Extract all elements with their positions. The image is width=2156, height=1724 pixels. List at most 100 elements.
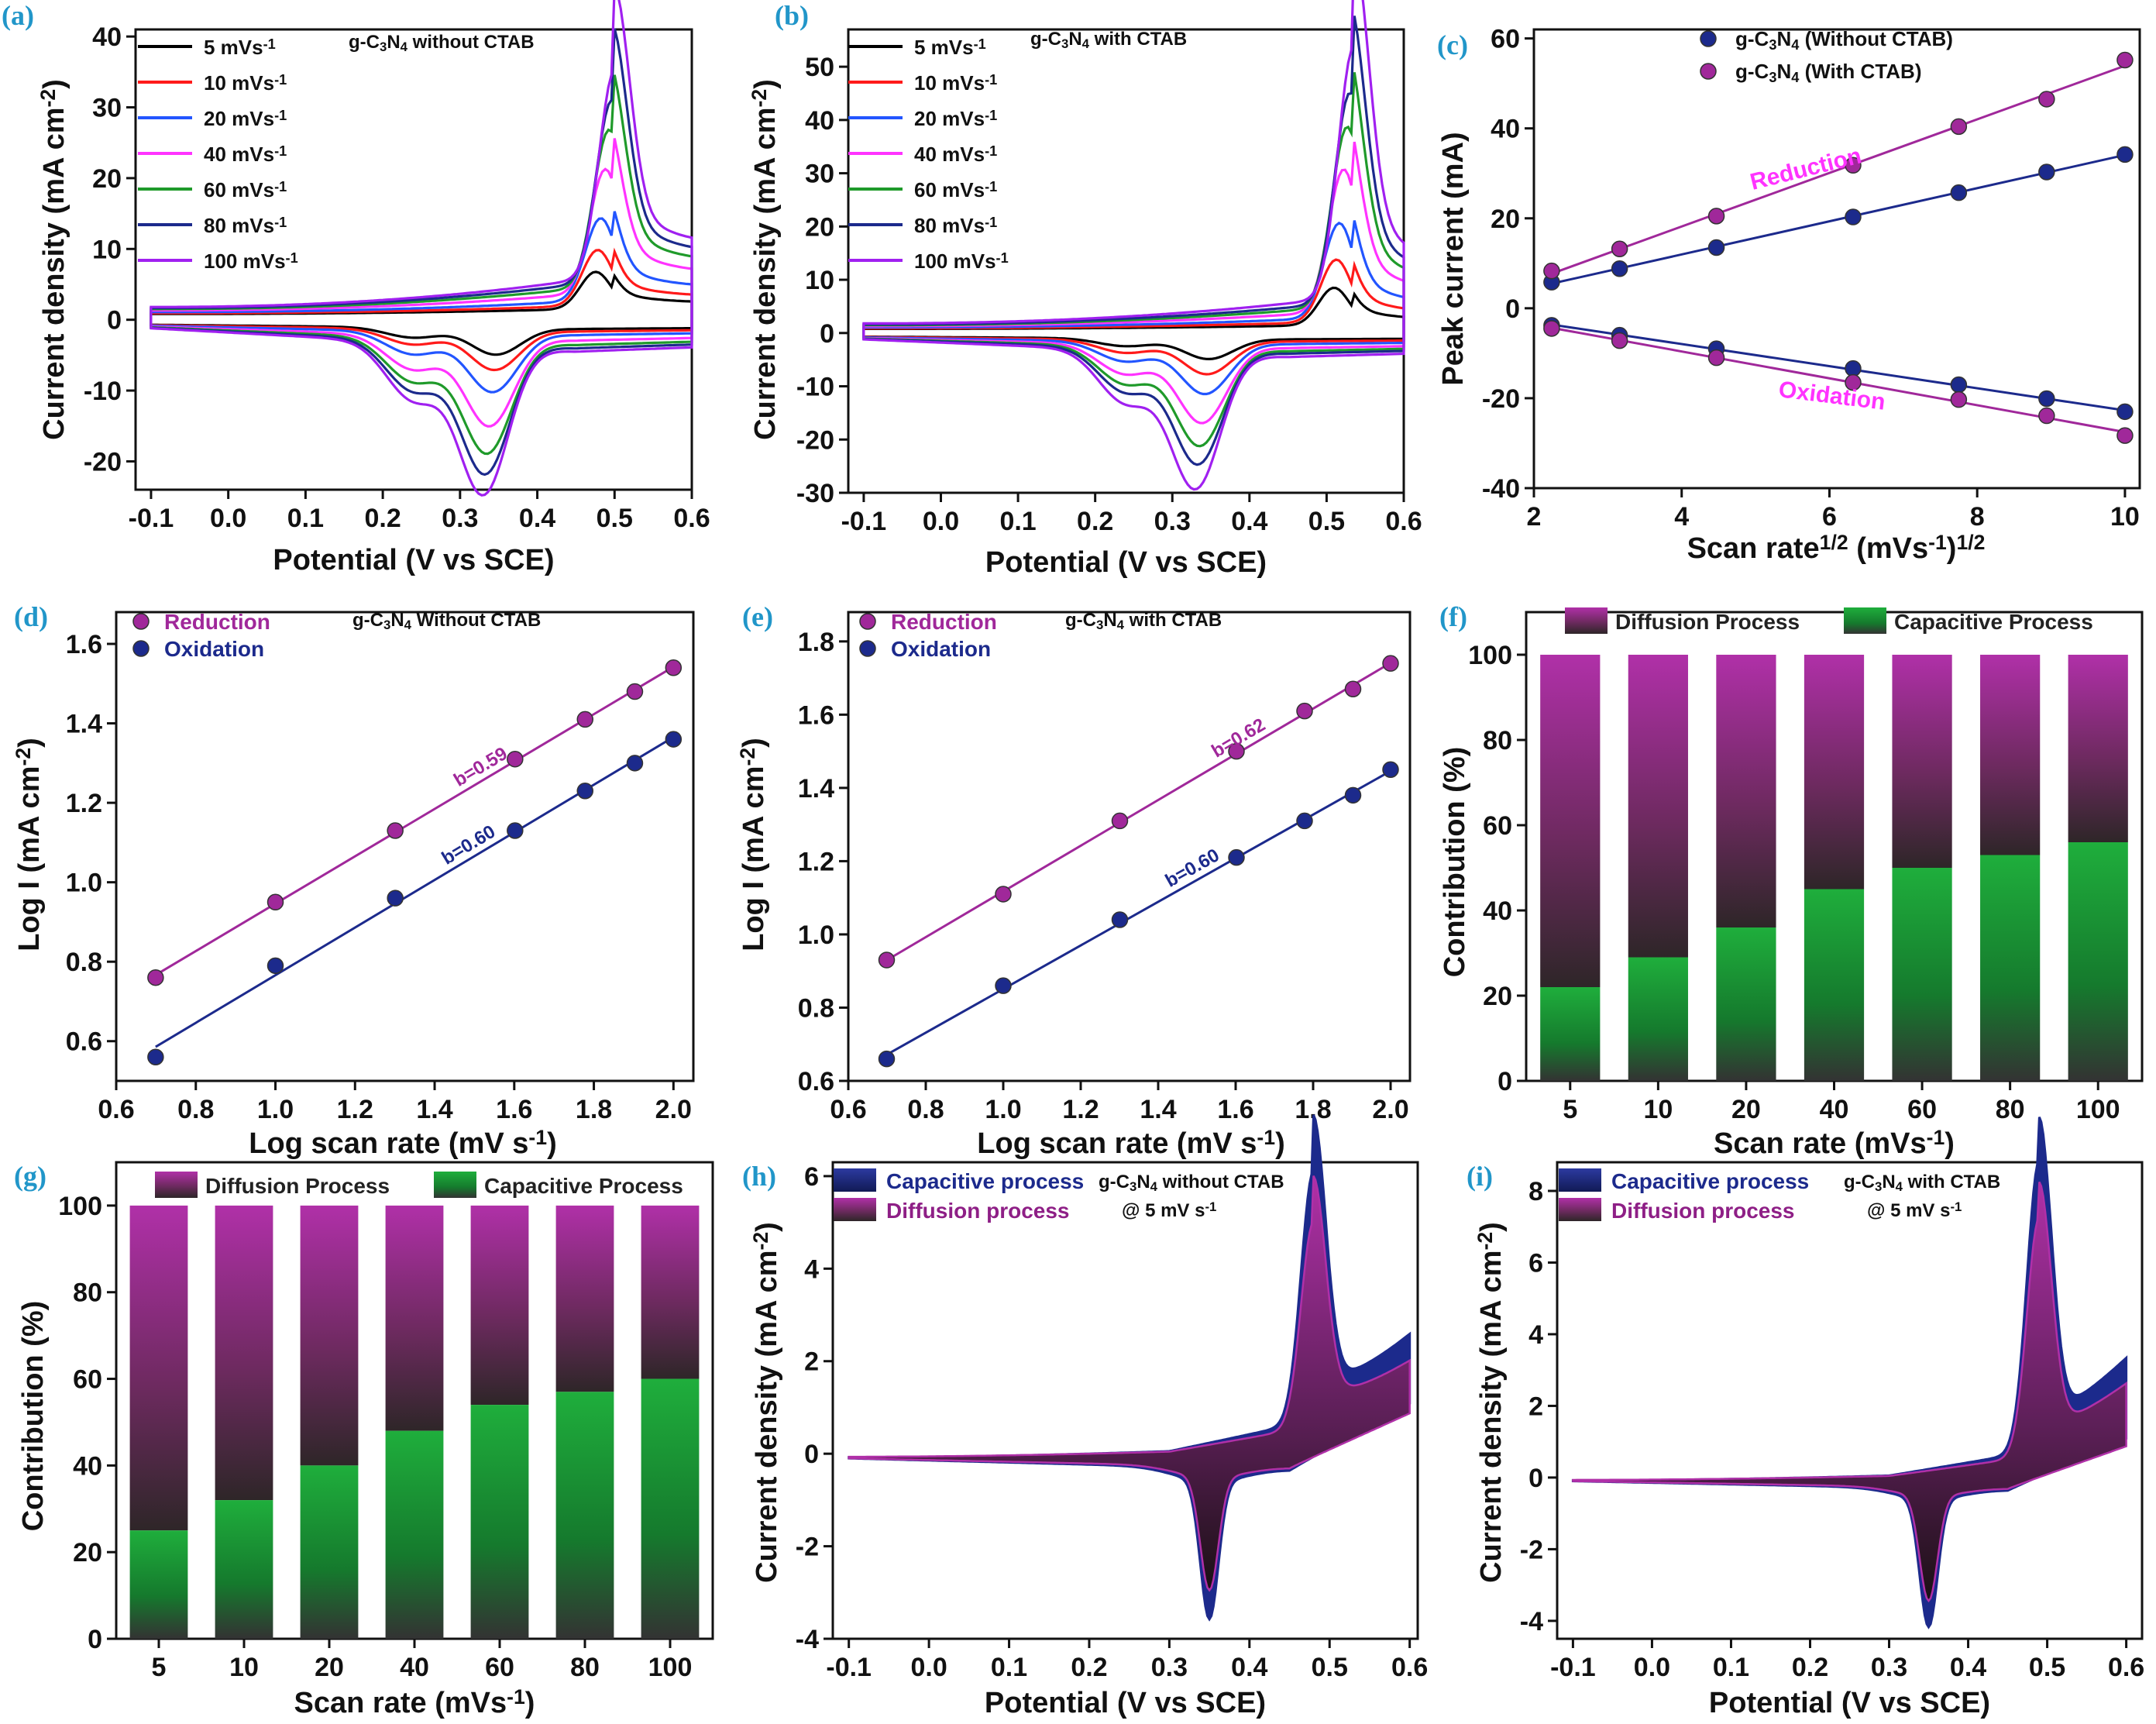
x-tick-label-e: 1.0: [985, 1095, 1021, 1124]
x-tick-label-e: 0.6: [830, 1095, 866, 1124]
x-axis-title-g: Scan rate (mVs-1): [294, 1685, 535, 1719]
y-tick-label-e: 1.4: [798, 774, 834, 804]
y-tick-label-g: 80: [73, 1278, 102, 1308]
x-tick-label-d: 0.8: [177, 1095, 214, 1124]
x-tick-label-e: 1.4: [1140, 1095, 1176, 1124]
legend-label-b: 80 mVs-1: [914, 214, 997, 237]
rate-label-h: @ 5 mV s-1: [1122, 1199, 1216, 1221]
data-point-c-reduction: [1950, 118, 1968, 136]
x-tick-label-f: 5: [1563, 1095, 1577, 1124]
plot-frame-h: [831, 1161, 1419, 1640]
legend-label-b: 10 mVs-1: [914, 71, 997, 95]
y-tick-label-h: 4: [804, 1254, 819, 1284]
legend-label-a: 20 mVs-1: [204, 107, 287, 130]
fit-line-c-reduction: [1551, 153, 2126, 285]
y-tick-label-i: 8: [1528, 1177, 1543, 1206]
x-tick-label-e: 1.6: [1217, 1095, 1253, 1124]
y-tick-label-c: 40: [1491, 115, 1520, 144]
y-tick-label-d: 1.2: [66, 789, 102, 818]
x-tick-label-a: -0.1: [129, 504, 174, 533]
data-point-e: [995, 886, 1012, 903]
x-tick-label-e: 1.2: [1062, 1095, 1099, 1124]
x-tick-label-a: 0.2: [364, 504, 401, 533]
data-point-c-oxidation: [1543, 320, 1560, 337]
data-point-d: [576, 711, 593, 728]
legend-label-a: 80 mVs-1: [204, 214, 287, 237]
legend-swatch-capacitive-i: [1559, 1168, 1601, 1192]
x-tick-label-b: 0.4: [1231, 507, 1267, 536]
data-point-d: [266, 957, 284, 975]
cv-curve-b-6: [862, 0, 1405, 491]
legend-label-g: Capacitive Process: [484, 1174, 683, 1198]
diffusion-area-h: [848, 1175, 1411, 1592]
y-tick-label-c: 20: [1491, 205, 1520, 234]
x-tick-label-i: 0.4: [1950, 1653, 1986, 1682]
y-tick-label-b: -30: [796, 479, 834, 508]
panel-label-c: (c): [1437, 29, 1468, 60]
panel-label-i: (i): [1467, 1161, 1493, 1192]
data-point-e: [1296, 812, 1313, 830]
y-tick-label-g: 100: [58, 1192, 102, 1221]
x-tick-label-h: -0.1: [826, 1653, 872, 1682]
y-tick-label-i: -2: [1520, 1535, 1543, 1564]
inset-title-a: g-C3N4 without CTAB: [349, 32, 535, 54]
y-tick-label-c: -20: [1482, 384, 1520, 414]
bar-diffusion-g: [129, 1205, 188, 1531]
inset-title-b: g-C3N4 with CTAB: [1030, 29, 1187, 51]
y-tick-label-h: 6: [804, 1162, 819, 1192]
y-tick-label-h: 0: [804, 1440, 819, 1469]
x-axis-title-d: Log scan rate (mV s-1): [249, 1126, 556, 1160]
y-tick-label-h: 2: [804, 1347, 819, 1377]
inset-title-h: g-C3N4 without CTAB: [1099, 1172, 1284, 1194]
legend-label-a: 60 mVs-1: [204, 178, 287, 201]
plot-frame-c: [1532, 28, 2141, 490]
data-point-c-oxidation: [1611, 332, 1628, 349]
legend-label-a: 40 mVs-1: [204, 143, 287, 166]
y-tick-label-i: 2: [1528, 1392, 1543, 1421]
x-tick-label-f: 40: [1820, 1095, 1849, 1124]
y-tick-label-c: 60: [1491, 25, 1520, 54]
x-tick-label-i: 0.3: [1871, 1653, 1907, 1682]
legend-marker-e: [859, 640, 876, 657]
y-tick-label-g: 40: [73, 1451, 102, 1481]
legend-label-g: Diffusion Process: [205, 1174, 390, 1198]
legend-label-c: g-C3N4 (With CTAB): [1735, 60, 1921, 85]
y-tick-label-d: 1.4: [66, 710, 102, 739]
x-tick-label-h: 0.2: [1071, 1653, 1107, 1682]
legend-label-a: 10 mVs-1: [204, 71, 287, 95]
y-tick-label-i: 4: [1528, 1320, 1543, 1350]
y-axis-title-g: Contribution (%): [17, 1301, 50, 1532]
bar-capacitive-f: [1716, 927, 1776, 1081]
bar-capacitive-g: [385, 1430, 444, 1639]
inset-title-d: g-C3N4 Without CTAB: [352, 610, 541, 632]
bar-capacitive-f: [1804, 889, 1865, 1081]
data-point-c-reduction: [1845, 157, 1862, 174]
y-tick-label-f: 0: [1498, 1067, 1512, 1096]
legend-marker-c: [1700, 63, 1717, 80]
bar-capacitive-f: [1628, 957, 1688, 1081]
data-point-c-reduction: [1611, 260, 1628, 277]
bar-diffusion-f: [1540, 655, 1601, 987]
data-point-c-oxidation: [1845, 373, 1862, 391]
bar-diffusion-g: [470, 1205, 529, 1406]
panel-label-g: (g): [14, 1161, 46, 1192]
x-tick-label-b: 0.3: [1154, 507, 1191, 536]
x-tick-label-a: 0.4: [519, 504, 555, 533]
bar-diffusion-g: [215, 1205, 273, 1501]
legend-label-b: 60 mVs-1: [914, 178, 997, 201]
bar-diffusion-g: [385, 1205, 444, 1431]
x-tick-label-d: 2.0: [655, 1095, 692, 1124]
y-tick-label-i: 0: [1528, 1464, 1543, 1493]
data-point-e: [878, 951, 896, 969]
y-tick-label-g: 0: [88, 1625, 102, 1654]
y-tick-label-i: 6: [1528, 1248, 1543, 1278]
data-point-c-reduction: [1611, 240, 1628, 257]
y-tick-label-f: 20: [1483, 982, 1512, 1011]
x-tick-label-h: 0.6: [1391, 1653, 1428, 1682]
data-point-e: [995, 977, 1012, 994]
y-tick-label-h: -2: [796, 1533, 819, 1562]
x-tick-label-i: 0.1: [1713, 1653, 1749, 1682]
x-tick-label-c: 8: [1970, 502, 1985, 532]
bar-capacitive-f: [2068, 842, 2128, 1081]
